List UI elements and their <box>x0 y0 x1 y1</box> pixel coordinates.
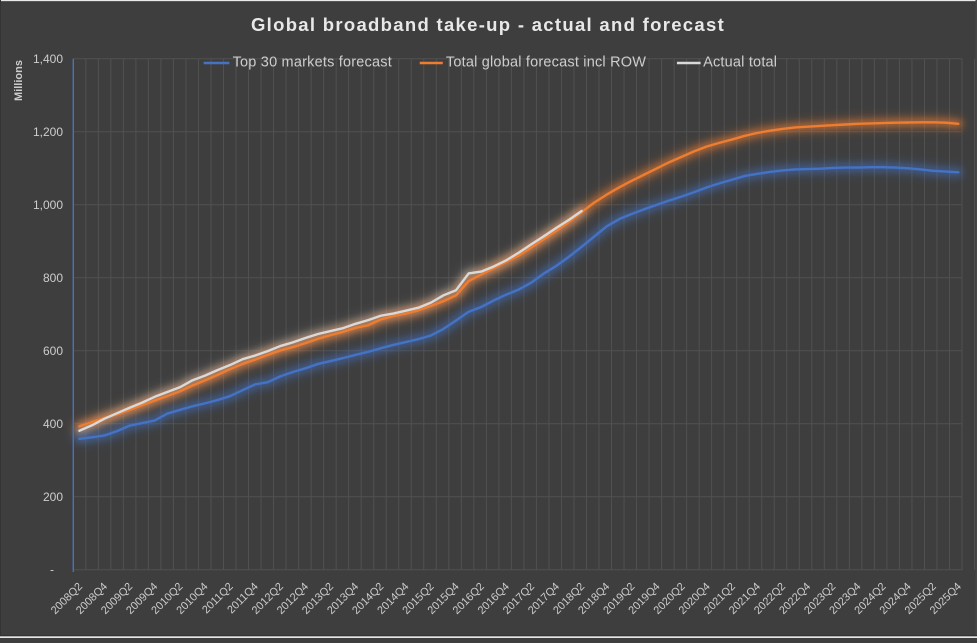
svg-text:200: 200 <box>43 490 63 504</box>
svg-text:Millions: Millions <box>13 60 25 101</box>
svg-text:600: 600 <box>43 344 63 358</box>
svg-text:800: 800 <box>43 271 63 285</box>
svg-text:1,400: 1,400 <box>33 52 63 66</box>
svg-text:Total global forecast incl ROW: Total global forecast incl ROW <box>446 55 646 71</box>
svg-text:1,200: 1,200 <box>33 125 63 139</box>
svg-text:Actual total: Actual total <box>703 55 777 71</box>
svg-text:Global broadband take-up - act: Global broadband take-up - actual and fo… <box>251 14 725 35</box>
svg-text:Top 30 markets forecast: Top 30 markets forecast <box>233 55 392 71</box>
svg-text:400: 400 <box>43 417 63 431</box>
svg-text:-: - <box>50 563 54 577</box>
svg-text:1,000: 1,000 <box>33 198 63 212</box>
